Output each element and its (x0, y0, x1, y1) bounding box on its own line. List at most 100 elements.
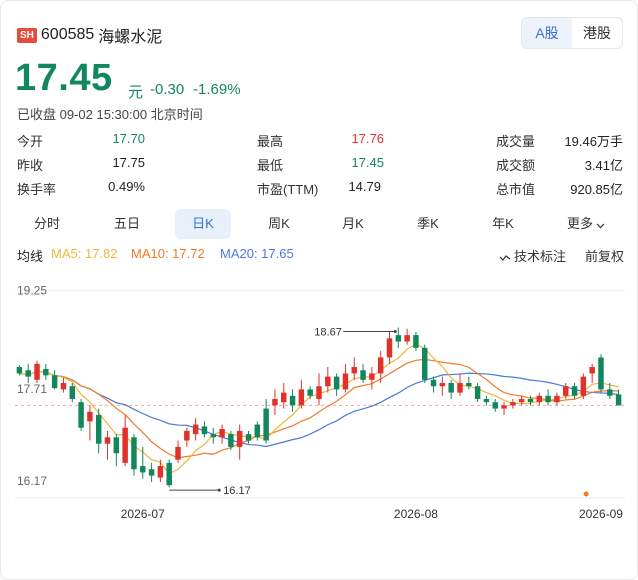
candle-body (263, 408, 269, 441)
tab-five-day[interactable]: 五日 (113, 216, 140, 231)
pe-label: 市盈(TTM) (257, 182, 319, 197)
candle-body (342, 373, 349, 390)
candle-body (245, 434, 252, 441)
candle-body (333, 376, 340, 390)
price-unit: 元 (128, 84, 144, 101)
y-tick-label: 16.17 (17, 474, 47, 488)
tab-daily-k[interactable]: 日K (175, 209, 231, 239)
candle-body (219, 429, 225, 438)
ma5-line (19, 343, 619, 475)
max-price-label: 18.67 (314, 326, 342, 338)
candle-body (69, 386, 76, 399)
low-value: 17.45 (351, 155, 384, 170)
market-tab-hk[interactable]: 港股 (583, 25, 611, 41)
candle-body (554, 395, 560, 403)
candle-body (536, 395, 543, 403)
stock-header: SH 600585 海螺水泥 (17, 23, 162, 47)
prev-close-label: 昨收 (17, 158, 44, 173)
candle-body (483, 398, 490, 403)
high-value: 17.76 (351, 131, 384, 146)
y-tick-label: 17.71 (17, 382, 47, 396)
price-change: -0.30 (150, 81, 185, 98)
volume-value: 19.46万手 (564, 134, 623, 149)
y-tick-label: 19.25 (17, 283, 47, 297)
candle-body (95, 414, 102, 444)
open-value: 17.70 (112, 131, 145, 146)
candle-body (148, 469, 155, 476)
candle-body (113, 437, 120, 454)
market-tab-a-share[interactable]: A股 (522, 18, 572, 48)
candle-body (615, 394, 622, 406)
amount-value: 3.41亿 (584, 158, 623, 173)
candle-body (448, 383, 454, 393)
pe-value: 14.79 (348, 179, 381, 194)
candle-body (474, 386, 481, 399)
candle-body (184, 430, 190, 441)
candle-body (395, 335, 402, 342)
candle-body (492, 402, 498, 409)
turnover-rate-value: 0.49% (108, 179, 145, 194)
candle-body (175, 446, 181, 460)
candle-body (598, 357, 604, 390)
candle-body (413, 335, 419, 348)
low-label: 最低 (257, 158, 284, 173)
candle-body (201, 426, 208, 435)
market-switch: A股 港股 (521, 17, 623, 49)
candle-body (518, 398, 525, 403)
ma5-value: MA5: 17.82 (51, 246, 118, 261)
candle-body (122, 427, 128, 463)
candle-body (510, 402, 516, 406)
candle-body (439, 383, 446, 387)
candle-body (34, 363, 40, 380)
tech-annotation-label: 技术标注 (514, 249, 567, 264)
candle-body (289, 395, 296, 406)
max-pointer-dot (393, 329, 397, 333)
candle-body (87, 411, 93, 422)
tab-quarterly-k[interactable]: 季K (417, 216, 439, 231)
candle-body (131, 437, 137, 470)
candle-body (60, 383, 67, 390)
adjust-button[interactable]: 前复权 (585, 249, 625, 264)
tab-yearly-k[interactable]: 年K (492, 216, 514, 231)
candle-body (466, 383, 472, 387)
x-tick-label: 2026-07 (121, 507, 165, 521)
tab-intraday[interactable]: 分时 (33, 216, 60, 231)
candle-body (351, 367, 357, 374)
amount-label: 成交额 (496, 158, 536, 173)
kline-chart[interactable]: 19.25 17.71 16.17 18.67 16.17 2026-07 2026-08 2… (15, 276, 625, 526)
tab-weekly-k[interactable]: 周K (268, 216, 290, 231)
current-price: 17.45 (15, 57, 113, 99)
candle-body (298, 389, 305, 406)
x-tick-label: 2026-08 (394, 507, 438, 521)
market-cap-value: 920.85亿 (570, 182, 623, 197)
stock-code: 600585 (40, 26, 95, 43)
candle-body (228, 434, 234, 447)
candle-body (51, 375, 58, 389)
market-cap-label: 总市值 (496, 182, 536, 197)
market-status: 已收盘 09-02 15:30:00 北京时间 (17, 107, 203, 122)
candle-body (166, 462, 172, 486)
wave-icon (499, 250, 511, 265)
candle-body (580, 376, 587, 396)
tab-monthly-k[interactable]: 月K (342, 216, 364, 231)
candle-body (157, 466, 164, 478)
tech-annotation-button[interactable]: 技术标注 (499, 246, 566, 265)
candle-body (140, 466, 146, 473)
open-label: 今开 (17, 134, 44, 149)
tab-more[interactable]: 更多 (555, 209, 617, 239)
candle-body (78, 402, 84, 428)
candle-body (236, 430, 243, 447)
candle-body (501, 405, 507, 409)
candle-body (104, 437, 111, 444)
candle-body (43, 368, 49, 376)
candle-body (254, 424, 261, 438)
candle-body (281, 392, 287, 403)
candle-body (545, 395, 551, 403)
ma10-value: MA10: 17.72 (131, 246, 205, 261)
candle-body (386, 338, 393, 358)
candle-body (210, 434, 216, 438)
candle-body (404, 335, 410, 342)
x-tick-label: 2026-09 (579, 507, 623, 521)
more-label: 更多 (566, 216, 593, 231)
